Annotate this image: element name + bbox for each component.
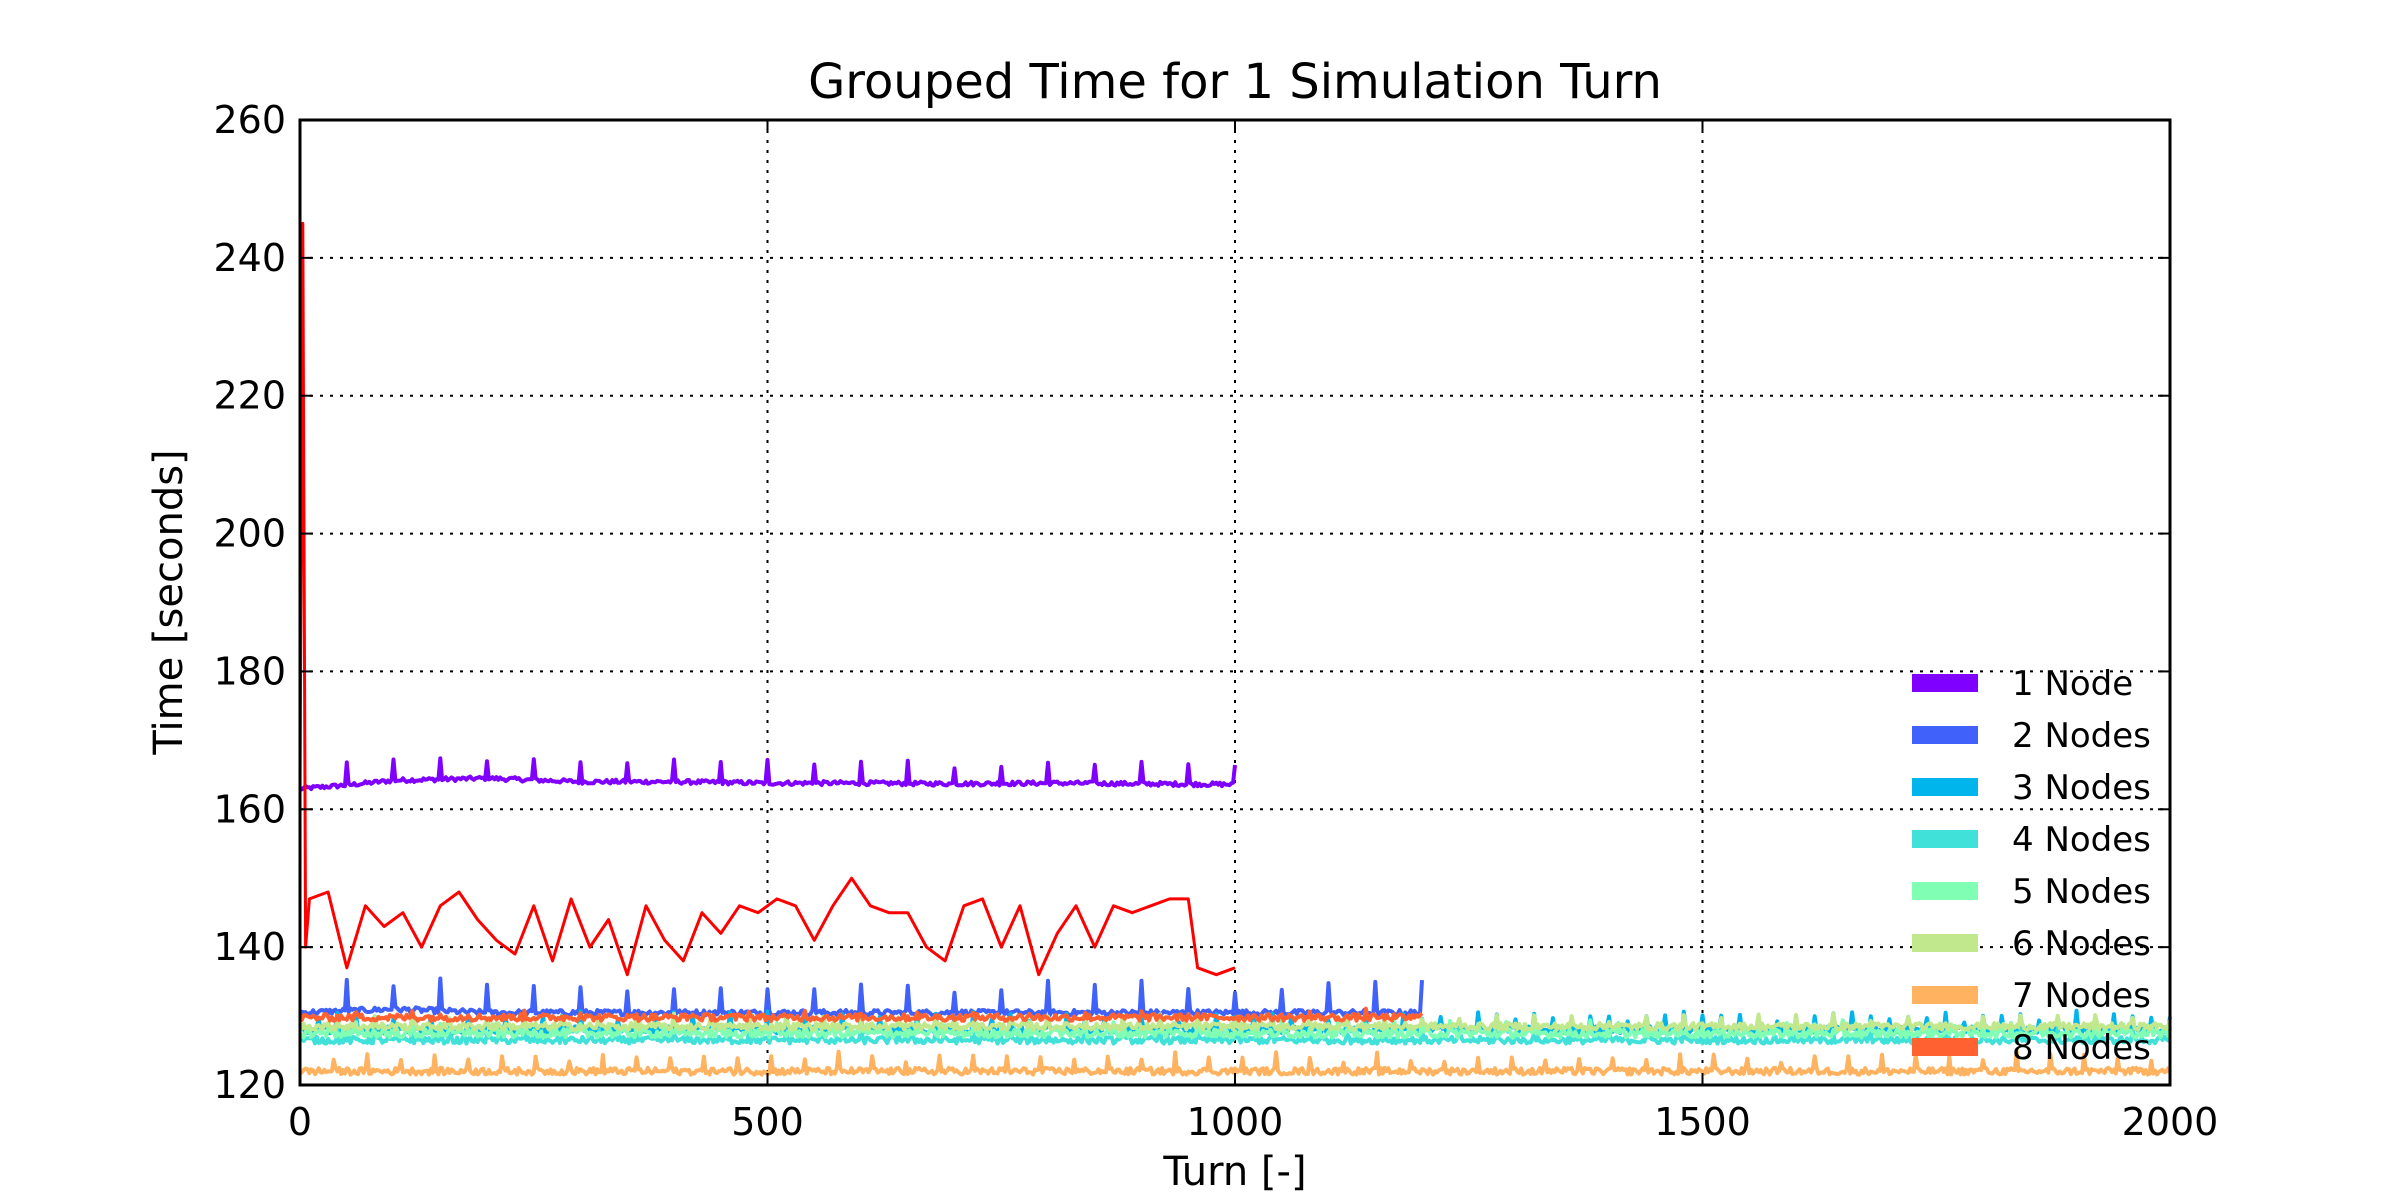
y-tick-label: 240 — [213, 236, 286, 280]
x-axis-label: Turn [-] — [1162, 1149, 1306, 1195]
x-tick-label: 2000 — [2122, 1100, 2219, 1144]
legend: 1 Node 2 Nodes 3 Nodes 4 Nodes 5 Nodes 6 Node… — [1912, 664, 2151, 1068]
series-line-1-node — [298, 756, 1237, 792]
y-axis-label: Time [seconds] — [146, 449, 192, 755]
legend-label: 4 Nodes — [2012, 820, 2151, 860]
y-tick-label: 140 — [213, 925, 286, 969]
grid — [300, 120, 2170, 1085]
legend-label: 7 Nodes — [2012, 976, 2151, 1016]
x-tick-label: 500 — [731, 1100, 804, 1144]
x-tick-label: 0 — [288, 1100, 312, 1144]
ticks: 0 500 1000 1500 2000 120 140 160 180 200 220 240 260 — [213, 98, 2218, 1144]
y-tick-label: 200 — [213, 512, 286, 556]
x-tick-label: 1000 — [1187, 1100, 1284, 1144]
series-line-2-nodes — [298, 976, 1424, 1018]
series-line-unlabeled — [298, 221, 1236, 977]
legend-label: 3 Nodes — [2012, 768, 2151, 808]
legend-label: 6 Nodes — [2012, 924, 2151, 964]
y-tick-label: 260 — [213, 98, 286, 142]
y-tick-label: 120 — [213, 1063, 286, 1107]
legend-label: 5 Nodes — [2012, 872, 2151, 912]
y-tick-label: 180 — [213, 649, 286, 693]
series-line-5-nodes — [298, 1017, 2171, 1040]
legend-label: 1 Node — [2012, 664, 2133, 704]
series-layer — [298, 221, 2172, 1077]
legend-label: 8 Nodes — [2012, 1028, 2151, 1068]
y-tick-label: 160 — [213, 787, 286, 831]
x-tick-label: 1500 — [1654, 1100, 1751, 1144]
legend-label: 2 Nodes — [2012, 716, 2151, 756]
series-line-7-nodes — [298, 1049, 2172, 1077]
series-line-8-nodes — [298, 1006, 1424, 1023]
chart-title: Grouped Time for 1 Simulation Turn — [808, 54, 1662, 110]
y-tick-label: 220 — [213, 374, 286, 418]
